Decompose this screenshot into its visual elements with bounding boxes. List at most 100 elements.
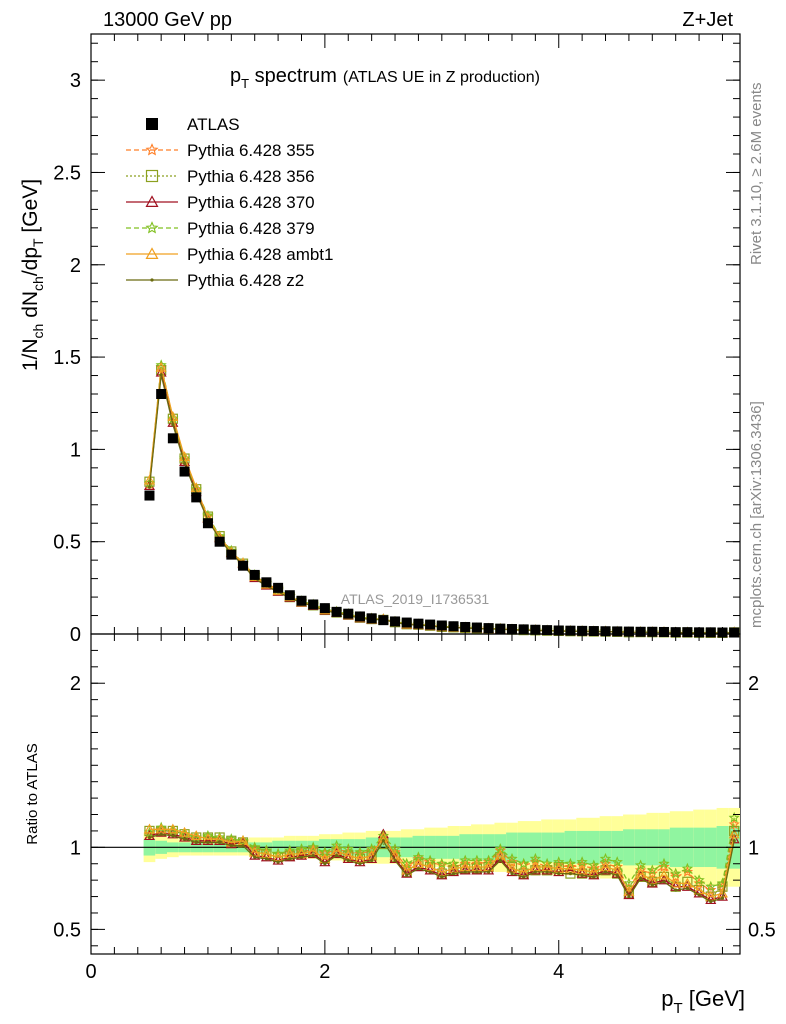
ratio-series-point xyxy=(451,871,456,876)
ratio-series-point xyxy=(225,838,237,849)
energy-label: 13000 GeV pp xyxy=(103,9,232,31)
rivet-version-label: Rivet 3.1.10, ≥ 2.6M events xyxy=(748,83,765,266)
ratio-series-point xyxy=(662,880,666,884)
data-point xyxy=(390,616,401,627)
ratio-series-point xyxy=(506,852,518,864)
ratio-series-point xyxy=(611,856,623,867)
y-tick-label: 0.5 xyxy=(53,532,81,554)
ratio-series-point xyxy=(541,857,553,869)
ratio-series-point xyxy=(334,853,339,858)
ratio-series-point xyxy=(541,864,553,875)
mcplots-label: mcplots.cern.ch [arXiv:1306.3436] xyxy=(748,401,765,628)
ratio-series-point xyxy=(218,840,222,845)
y-tick-label: 0 xyxy=(70,624,81,646)
y-tick-label-right: 0.5 xyxy=(748,919,776,941)
ratio-series-point xyxy=(670,877,682,888)
ratio-series-point xyxy=(428,870,432,874)
y-tick-label: 3 xyxy=(70,70,81,92)
ratio-series-point xyxy=(600,864,612,875)
ratio-series-point xyxy=(693,874,705,885)
ratio-series-point xyxy=(615,873,619,877)
ratio-series-point xyxy=(471,864,483,875)
ratio-series-point xyxy=(194,840,198,845)
ratio-series-point xyxy=(463,870,467,874)
ratio-series-point xyxy=(553,866,565,877)
x-axis-label: pT [GeV] xyxy=(661,986,745,1017)
ratio-series-point xyxy=(592,875,596,879)
legend-marker xyxy=(145,143,159,156)
ratio-series-point xyxy=(447,857,460,869)
ratio-series-point xyxy=(646,864,659,876)
ratio-series-point xyxy=(159,832,163,836)
ratio-series-point xyxy=(381,839,385,843)
ratio-series-point xyxy=(436,857,448,869)
legend-label: Pythia 6.428 356 xyxy=(187,167,315,186)
y-tick-label: 2 xyxy=(70,673,81,695)
y-tick-label: 1.5 xyxy=(53,347,81,369)
ratio-series-point xyxy=(366,853,378,864)
data-point xyxy=(635,626,646,637)
ratio-series-point xyxy=(634,859,647,871)
ratio-series-point xyxy=(623,877,635,889)
ratio-series-point xyxy=(510,871,514,876)
ratio-series-point xyxy=(568,871,573,876)
ratio-series-point xyxy=(276,860,280,864)
ratio-series-point xyxy=(576,859,588,871)
ratio-series-point xyxy=(284,844,296,856)
ratio-series-point xyxy=(658,861,670,872)
ratio-series-point xyxy=(603,870,608,874)
ratio-series-point xyxy=(323,862,327,866)
data-point xyxy=(226,549,237,560)
ratio-series-point xyxy=(143,823,155,834)
ratio-series-point xyxy=(557,871,561,876)
ratio-series-point xyxy=(705,880,717,892)
ratio-series-point xyxy=(424,864,436,875)
y-tick-label: 0.5 xyxy=(53,919,81,941)
ratio-series-point xyxy=(529,852,541,864)
legend-label: Pythia 6.428 379 xyxy=(187,219,315,238)
ratio-series-point xyxy=(202,835,214,845)
ratio-series-point xyxy=(440,875,444,879)
data-point xyxy=(144,490,155,501)
ratio-series-point xyxy=(249,841,261,853)
data-point xyxy=(495,623,506,634)
data-point xyxy=(471,622,482,633)
data-point xyxy=(191,492,202,503)
ratio-series-point xyxy=(272,854,284,865)
legend-marker xyxy=(150,278,154,282)
ratio-series-point xyxy=(518,869,530,880)
y-tick-label: 2 xyxy=(70,255,81,277)
ratio-series-point xyxy=(436,869,448,880)
ratio-series-point xyxy=(658,869,670,880)
data-point xyxy=(319,603,330,614)
legend-marker-atlas xyxy=(146,118,158,130)
data-point xyxy=(612,626,623,637)
data-point xyxy=(249,569,260,580)
ratio-series-point xyxy=(307,841,319,853)
ratio-series-point xyxy=(299,855,304,859)
ratio-series-point xyxy=(393,858,397,863)
ratio-series-point xyxy=(416,867,421,871)
ratio-series-point xyxy=(498,858,502,863)
ratio-series-point xyxy=(179,826,191,837)
top-series-point xyxy=(171,423,175,427)
ratio-series-point xyxy=(545,870,549,874)
ratio-series-point xyxy=(681,862,694,874)
ratio-series-point xyxy=(288,857,292,861)
ratio-series-point xyxy=(311,853,315,858)
legend-marker xyxy=(145,195,159,207)
ratio-series-point xyxy=(264,857,269,861)
ratio-series-point xyxy=(580,873,584,877)
ratio-series-point xyxy=(459,864,471,875)
top-y-axis-label: 1/Nch dNch/dpT [GeV] xyxy=(19,179,46,371)
process-label: Z+Jet xyxy=(682,9,733,31)
ratio-series-point xyxy=(241,844,245,848)
ratio-series-point xyxy=(681,880,693,891)
ratio-series-point xyxy=(650,883,654,887)
data-point xyxy=(354,611,365,622)
data-point xyxy=(705,627,716,638)
ratio-series-point xyxy=(405,873,409,877)
data-point xyxy=(401,617,412,628)
ratio-series-point xyxy=(623,889,635,900)
data-point xyxy=(729,627,740,638)
